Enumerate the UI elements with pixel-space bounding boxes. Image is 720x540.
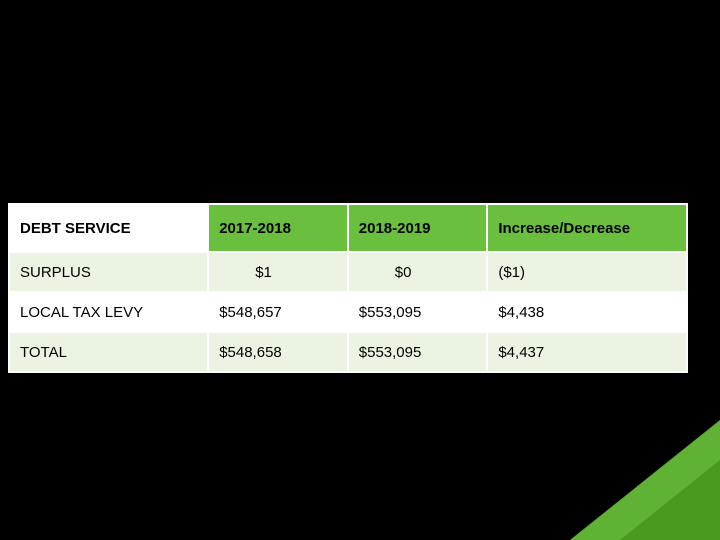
col-header-debt-service: DEBT SERVICE (9, 204, 208, 252)
row-label: LOCAL TAX LEVY (9, 292, 208, 332)
cell-increase-decrease: $4,437 (487, 332, 687, 372)
debt-service-table: DEBT SERVICE 2017-2018 2018-2019 Increas… (8, 203, 688, 373)
col-header-increase-decrease: Increase/Decrease (487, 204, 687, 252)
col-header-2018-2019: 2018-2019 (348, 204, 488, 252)
cell-increase-decrease: $4,438 (487, 292, 687, 332)
cell-2018-2019: $553,095 (348, 332, 488, 372)
row-label: SURPLUS (9, 252, 208, 292)
corner-triangle-decoration-inner (620, 460, 720, 540)
table-row: LOCAL TAX LEVY $548,657 $553,095 $4,438 (9, 292, 687, 332)
cell-2017-2018: $1 (208, 252, 348, 292)
cell-2018-2019: $553,095 (348, 292, 488, 332)
table-header-row: DEBT SERVICE 2017-2018 2018-2019 Increas… (9, 204, 687, 252)
cell-2017-2018: $548,657 (208, 292, 348, 332)
debt-service-table-container: DEBT SERVICE 2017-2018 2018-2019 Increas… (8, 203, 688, 373)
col-header-2017-2018: 2017-2018 (208, 204, 348, 252)
cell-increase-decrease: ($1) (487, 252, 687, 292)
table-row: SURPLUS $1 $0 ($1) (9, 252, 687, 292)
cell-2018-2019: $0 (348, 252, 488, 292)
cell-2017-2018: $548,658 (208, 332, 348, 372)
table-row: TOTAL $548,658 $553,095 $4,437 (9, 332, 687, 372)
row-label: TOTAL (9, 332, 208, 372)
